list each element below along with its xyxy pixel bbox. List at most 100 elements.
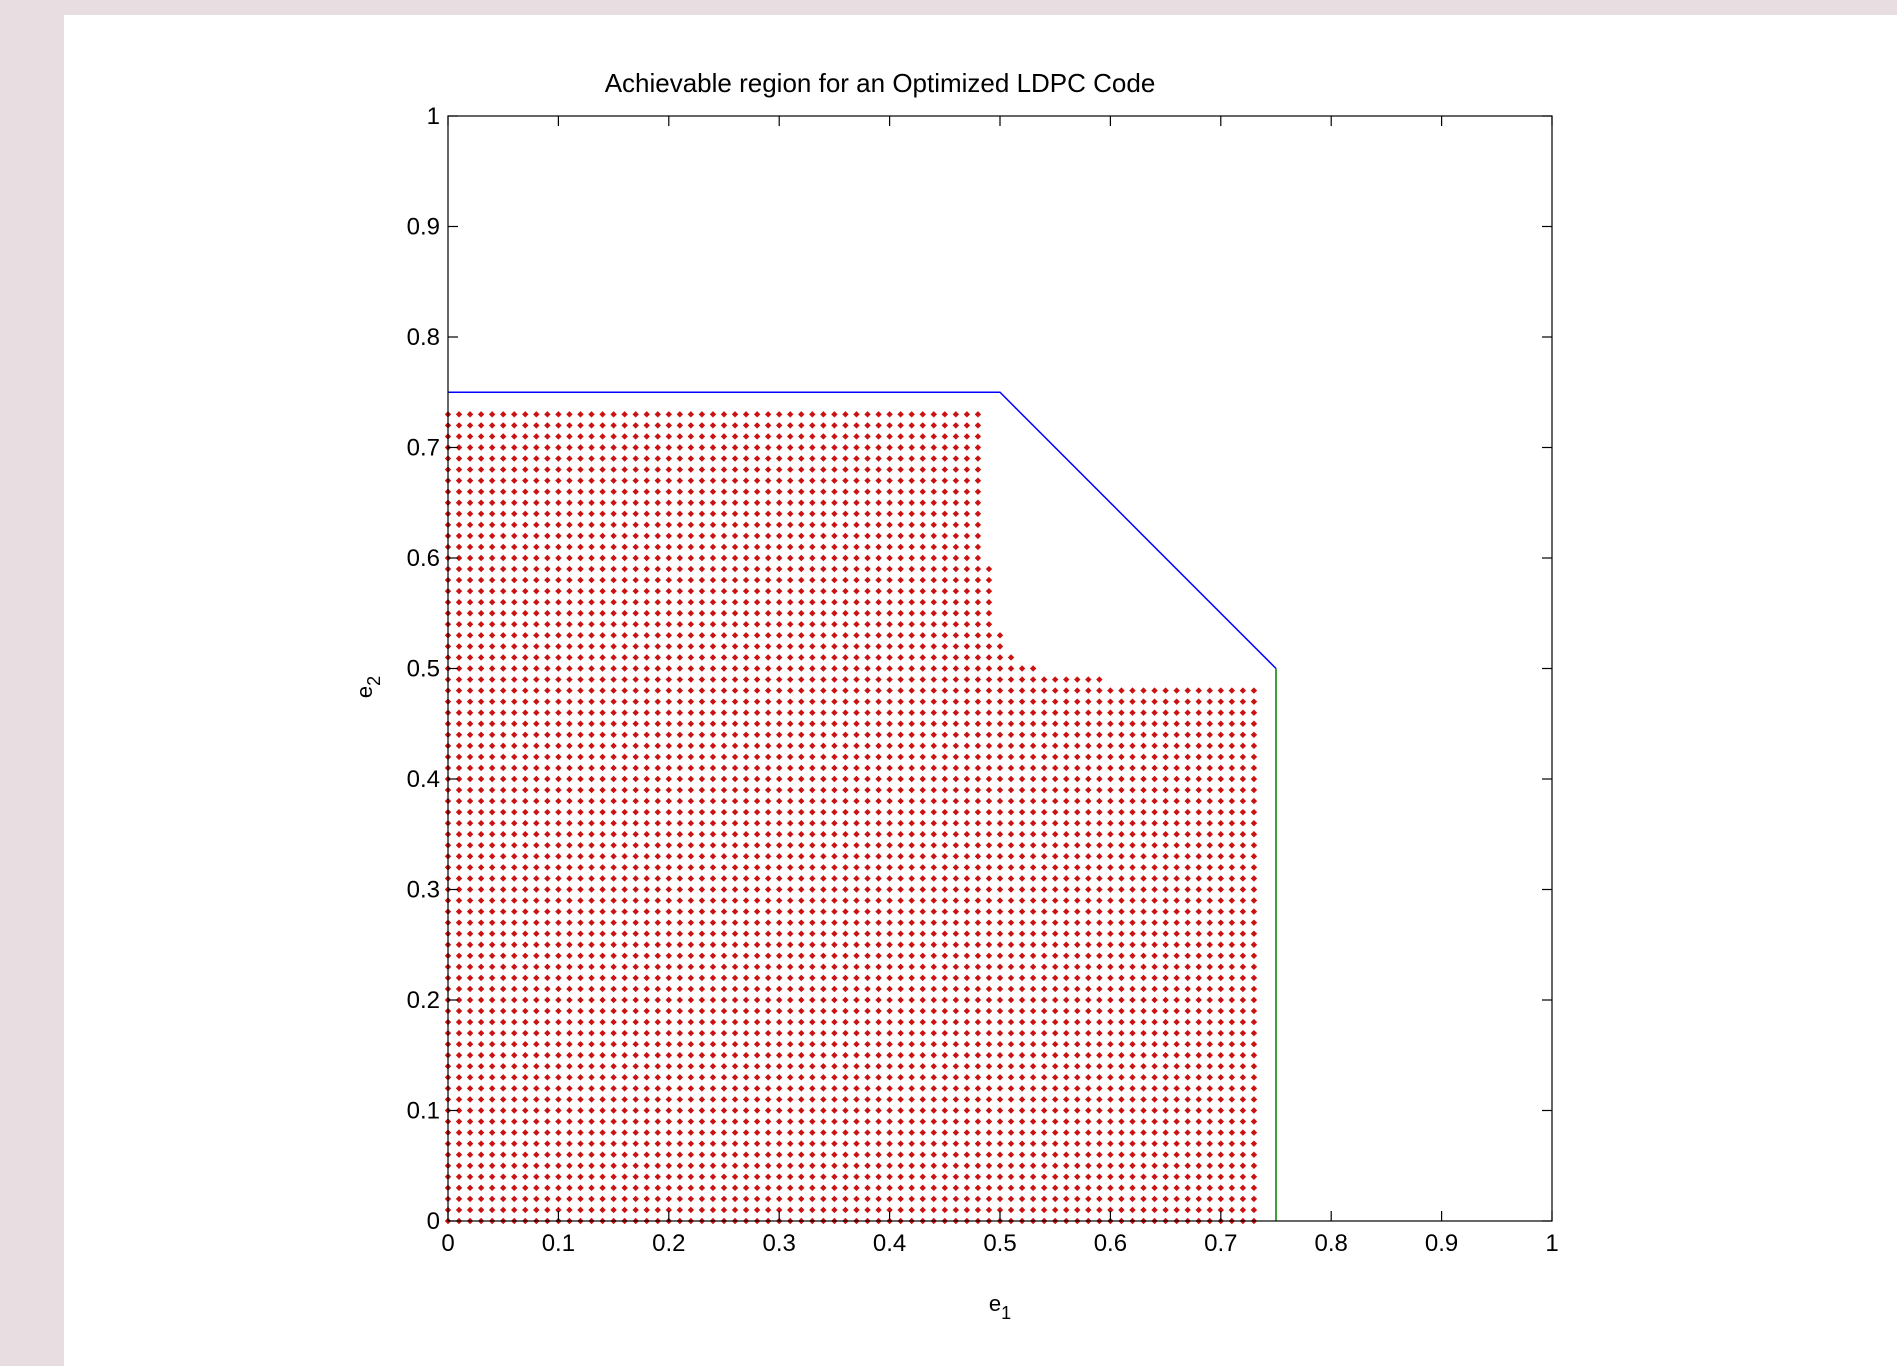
achievable-point [577,1018,584,1026]
achievable-point [643,698,650,705]
achievable-point [1129,1184,1136,1192]
achievable-point [500,1085,507,1092]
achievable-point [809,1118,816,1125]
achievable-point [511,709,518,716]
achievable-point [577,820,584,827]
achievable-point [610,687,617,694]
achievable-point [764,764,772,772]
achievable-point [1107,952,1114,959]
achievable-point [930,599,937,606]
achievable-point [1107,797,1114,805]
achievable-point [930,466,937,473]
achievable-point [820,643,827,650]
achievable-point [919,654,926,661]
achievable-point [1206,1052,1213,1059]
achievable-point [698,797,706,805]
achievable-point [577,599,584,606]
achievable-point [555,941,562,948]
achievable-point [610,1052,617,1059]
achievable-point [1063,1118,1070,1125]
achievable-point [941,587,948,595]
achievable-point [555,1085,562,1092]
achievable-point [1195,1151,1202,1158]
achievable-point [720,444,728,451]
achievable-point [577,1007,584,1015]
achievable-point [908,1074,915,1081]
achievable-point [488,488,496,495]
achievable-point [853,797,860,805]
achievable-point [500,455,507,462]
achievable-point [1140,996,1147,1004]
achievable-point [731,599,739,606]
achievable-point [1018,952,1026,959]
achievable-point [643,1074,650,1081]
achievable-point [864,599,871,606]
achievable-point [1029,1007,1037,1015]
achievable-point [577,974,584,982]
achievable-point [709,764,717,772]
achievable-point [1162,1041,1169,1048]
achievable-point [665,488,672,495]
achievable-point [698,1018,706,1026]
achievable-point [974,1029,982,1037]
achievable-point [742,930,750,937]
achievable-point [820,952,827,959]
achievable-point [621,422,628,429]
achievable-point [1184,831,1191,838]
achievable-point [764,875,772,882]
achievable-point [886,764,893,772]
achievable-point [665,1140,672,1147]
achievable-point [776,930,783,937]
achievable-point [798,676,805,683]
achievable-point [488,466,496,473]
achievable-point [511,521,518,529]
achievable-point [875,974,882,982]
achievable-point [1040,1118,1048,1125]
achievable-point [842,1041,849,1048]
achievable-point [522,565,529,573]
achievable-point [533,731,540,738]
achievable-point [1074,709,1081,716]
achievable-point [742,499,750,506]
achievable-point [985,820,993,827]
achievable-point [897,731,904,738]
achievable-point [963,599,971,606]
achievable-point [599,1118,606,1125]
achievable-point [488,864,496,871]
achievable-point [776,864,783,871]
achievable-point [1206,952,1213,959]
achievable-point [809,1162,816,1169]
achievable-point [842,610,849,617]
achievable-point [853,786,860,794]
achievable-point [1074,952,1081,959]
achievable-point [577,1129,584,1136]
achievable-point [1184,897,1191,904]
achievable-point [974,1063,982,1070]
achievable-point [1217,797,1224,805]
achievable-point [1228,709,1236,716]
achievable-point [809,643,816,650]
achievable-point [853,985,860,993]
achievable-point [853,1129,860,1136]
achievable-point [842,444,849,451]
achievable-point [985,1052,993,1059]
achievable-point [621,1052,628,1059]
achievable-point [1096,996,1103,1004]
achievable-point [1129,720,1136,727]
achievable-point [908,1162,915,1169]
achievable-point [665,411,672,418]
achievable-point [1140,1085,1147,1092]
achievable-point [1029,764,1037,772]
achievable-point [1029,797,1037,805]
achievable-point [1018,1140,1026,1147]
achievable-point [963,963,971,971]
achievable-point [522,897,529,904]
achievable-point [588,521,595,529]
achievable-point [1085,1007,1092,1015]
achievable-point [842,411,849,418]
achievable-point [687,1085,695,1092]
y-axis-label-subscript: 2 [364,676,384,686]
achievable-point [511,720,518,727]
achievable-point [1096,875,1103,882]
achievable-point [919,543,926,551]
